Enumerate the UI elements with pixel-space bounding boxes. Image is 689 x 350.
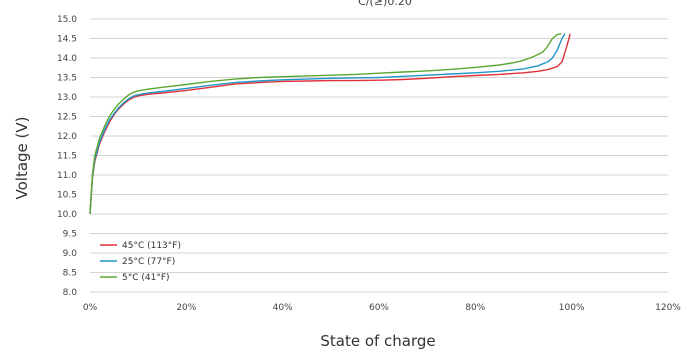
y-axis-label: Voltage (V) <box>13 117 31 200</box>
y-tick-label: 9.0 <box>63 249 78 259</box>
x-tick-label: 0% <box>83 303 98 313</box>
y-tick-label: 11.5 <box>57 152 77 162</box>
legend-label: 5°C (41°F) <box>122 273 170 283</box>
legend-label: 25°C (77°F) <box>122 257 175 267</box>
series-lines <box>89 33 571 215</box>
x-tick-labels: 0% 20% 40% 60% 80% 100% 120% <box>83 303 681 313</box>
y-tick-label: 9.5 <box>63 230 77 240</box>
y-tick-label: 15.0 <box>57 15 77 25</box>
legend-label: 45°C (113°F) <box>122 241 181 251</box>
chart-title: C/(≥)0.20 <box>358 0 412 8</box>
x-tick-label: 120% <box>655 303 681 313</box>
y-tick-label: 14.0 <box>57 54 77 64</box>
gridlines <box>90 18 668 293</box>
y-tick-labels: 8.0 8.5 9.0 9.5 10.0 10.5 11.0 11.5 12.0 12.5 13.0… <box>57 15 77 298</box>
y-tick-label: 12.0 <box>57 132 77 142</box>
y-tick-label: 8.5 <box>63 269 77 279</box>
x-tick-label: 20% <box>176 303 196 313</box>
y-tick-label: 10.5 <box>57 191 77 201</box>
series-line <box>89 33 562 215</box>
x-tick-label: 60% <box>369 303 389 313</box>
series-line <box>89 33 566 215</box>
y-tick-label: 12.5 <box>57 113 77 123</box>
y-tick-label: 8.0 <box>63 288 78 298</box>
x-tick-label: 40% <box>273 303 293 313</box>
y-tick-label: 13.5 <box>57 74 77 84</box>
y-tick-label: 14.5 <box>57 35 77 45</box>
y-tick-label: 10.0 <box>57 210 77 220</box>
y-tick-label: 11.0 <box>57 171 77 181</box>
x-tick-label: 100% <box>559 303 585 313</box>
x-tick-label: 80% <box>465 303 485 313</box>
series-line <box>89 33 571 215</box>
y-tick-label: 13.0 <box>57 93 77 103</box>
x-axis-label: State of charge <box>320 332 435 350</box>
legend: 45°C (113°F) 25°C (77°F) 5°C (41°F) <box>100 241 181 283</box>
